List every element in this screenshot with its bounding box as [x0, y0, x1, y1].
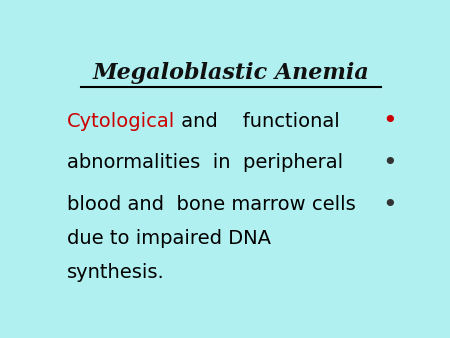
Text: •: •	[382, 109, 397, 133]
Text: blood and  bone marrow cells: blood and bone marrow cells	[67, 195, 356, 214]
Text: and    functional: and functional	[175, 112, 340, 131]
Text: abnormalities  in  peripheral: abnormalities in peripheral	[67, 153, 343, 172]
Text: Megaloblastic Anemia: Megaloblastic Anemia	[92, 62, 369, 84]
Text: Cytological: Cytological	[67, 112, 175, 131]
Text: due to impaired DNA: due to impaired DNA	[67, 229, 271, 248]
Text: •: •	[382, 151, 397, 175]
Text: synthesis.: synthesis.	[67, 263, 164, 282]
Text: •: •	[382, 193, 397, 217]
